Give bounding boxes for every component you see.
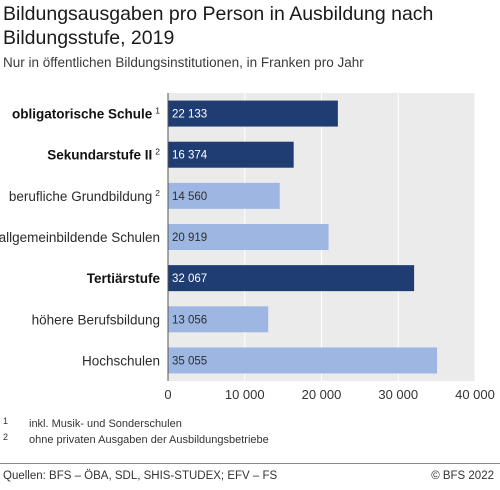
footnote-1: 1 inkl. Musik- und Sonderschulen (3, 416, 182, 430)
bar (168, 306, 269, 333)
footnote-marker: 2 (3, 432, 9, 442)
category-label: Hochschulen (82, 353, 160, 368)
bar (168, 265, 415, 292)
bar (168, 100, 338, 127)
bar (168, 141, 294, 168)
chart-subtitle: Nur in öffentlichen Bildungsinstitutione… (3, 55, 364, 70)
data-label: 22 133 (172, 109, 207, 121)
category-label: Sekundarstufe II 2 (47, 147, 160, 163)
data-label: 14 560 (172, 191, 207, 203)
data-label: 20 919 (172, 232, 207, 244)
chart-title: Bildungsausgaben pro Person in Ausbildun… (3, 3, 434, 49)
bar (168, 224, 329, 250)
footnote-2: 2 ohne privaten Ausgaben der Ausbildungsb… (3, 432, 269, 446)
x-tick-label: 40 000 (455, 387, 495, 402)
category-label: allgemeinbildende Schulen (0, 230, 160, 245)
x-tick-label: 10 000 (225, 387, 265, 402)
footnote-marker: 2 (155, 147, 160, 157)
source-note: Quellen: BFS – ÖBA, SDL, SHIS-STUDEX; EF… (3, 470, 278, 482)
copyright: © BFS 2022 (431, 470, 494, 482)
footnote-marker: 1 (3, 416, 9, 426)
bar (168, 347, 438, 374)
bar-chart: 22 133 obligatorische Schule 1 16 374 Sekund… (0, 93, 495, 402)
x-tick-label: 0 (164, 387, 171, 402)
bar (168, 182, 280, 209)
footnote-text: ohne privaten Ausgaben der Ausbildungsbe… (29, 434, 269, 446)
data-label: 35 055 (172, 355, 207, 367)
footer-divider (0, 463, 500, 464)
category-label: höhere Berufsbildung (32, 312, 160, 327)
data-label: 16 374 (172, 150, 208, 162)
data-label: 32 067 (172, 273, 207, 285)
x-tick-label: 30 000 (378, 387, 418, 402)
category-label: Tertiärstufe (87, 271, 161, 286)
category-label: obligatorische Schule 1 (12, 106, 160, 122)
x-tick-label: 20 000 (302, 387, 342, 402)
footnote-marker: 2 (155, 188, 160, 198)
category-label: berufliche Grundbildung 2 (9, 188, 160, 204)
footnote-text: inkl. Musik- und Sonderschulen (29, 418, 182, 430)
footnote-marker: 1 (155, 106, 160, 116)
data-label: 13 056 (172, 314, 207, 326)
